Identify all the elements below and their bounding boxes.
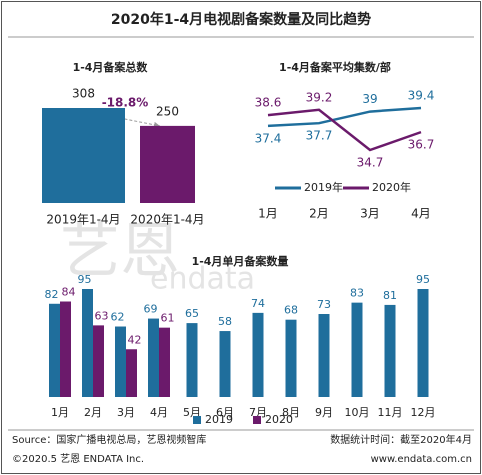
value-label: 73 — [317, 298, 331, 311]
chart-title: 1-4月备案平均集数/部 — [279, 60, 391, 74]
bar — [252, 312, 264, 397]
copyright: ©2020.5 艺恩 ENDATA Inc. — [12, 453, 144, 465]
value-label: 74 — [251, 297, 265, 310]
main-title: 2020年1-4月电视剧备案数量及同比趋势 — [111, 11, 371, 28]
value-label: 37.7 — [306, 129, 333, 143]
url: www.endata.com.cn — [371, 454, 472, 465]
bar — [384, 304, 396, 397]
value-label: 308 — [72, 87, 95, 101]
x-tick-label: 2019年1-4月 — [46, 213, 120, 227]
value-label: 82 — [45, 288, 59, 301]
bar — [82, 289, 93, 397]
value-label: 58 — [218, 315, 232, 328]
value-label: 81 — [383, 289, 397, 302]
value-label: 95 — [416, 273, 430, 286]
legend-label: 2020年 — [372, 180, 411, 194]
x-tick-label: 4月 — [150, 406, 168, 419]
value-label: 62 — [111, 311, 125, 324]
bar — [93, 325, 104, 397]
x-tick-label: 2月 — [309, 207, 329, 221]
value-label: 68 — [284, 304, 298, 317]
x-tick-label: 11月 — [378, 406, 403, 419]
value-label: 42 — [128, 333, 142, 346]
watermark: 艺恩 — [60, 217, 180, 287]
value-label: 84 — [62, 286, 76, 299]
bar — [148, 318, 159, 397]
legend-label: 2019 — [205, 413, 233, 426]
bar — [318, 314, 330, 397]
bar — [42, 108, 125, 203]
legend-swatch — [193, 416, 201, 424]
value-label: 38.6 — [255, 96, 282, 110]
value-label: 69 — [144, 303, 158, 316]
x-tick-label: 6月 — [216, 406, 234, 419]
bar — [417, 289, 429, 397]
value-label: 61 — [161, 312, 175, 325]
bar — [49, 303, 60, 397]
chart-title: 1-4月单月备案数量 — [192, 254, 289, 268]
x-tick-label: 1月 — [258, 207, 278, 221]
value-label: 34.7 — [357, 156, 384, 170]
bar — [126, 349, 137, 397]
legend-swatch — [253, 416, 261, 424]
series-line — [267, 108, 422, 152]
value-label: 37.4 — [255, 131, 282, 145]
x-tick-label: 7月 — [249, 406, 267, 419]
x-tick-label: 10月 — [345, 406, 370, 419]
date-note: 数据统计时间：截至2020年4月 — [330, 433, 472, 446]
legend-label: 2020 — [265, 413, 293, 426]
bar — [159, 327, 170, 397]
x-tick-label: 3月 — [117, 406, 135, 419]
value-label: 250 — [156, 104, 179, 118]
x-tick-label: 2020年1-4月 — [130, 213, 204, 227]
bar — [351, 302, 363, 397]
bar — [186, 323, 198, 397]
x-tick-label: 12月 — [411, 406, 436, 419]
annotation: -18.8% — [102, 96, 149, 110]
source: Source：国家广播电视总局，艺恩视频智库 — [12, 433, 206, 446]
x-tick-label: 3月 — [360, 207, 380, 221]
x-tick-label: 5月 — [183, 406, 201, 419]
value-label: 65 — [185, 307, 199, 320]
bar — [219, 331, 231, 397]
x-tick-label: 2月 — [84, 406, 102, 419]
bar — [115, 326, 126, 397]
bar — [285, 319, 297, 397]
x-tick-label: 4月 — [411, 207, 431, 221]
value-label: 39 — [362, 92, 377, 106]
watermark: endata — [150, 262, 255, 297]
value-label: 39.2 — [306, 90, 333, 104]
value-label: 63 — [95, 309, 109, 322]
x-tick-label: 9月 — [315, 406, 333, 419]
series-line — [267, 106, 422, 128]
x-tick-label: 1月 — [51, 406, 69, 419]
value-label: 36.7 — [408, 138, 435, 152]
value-label: 95 — [78, 273, 92, 286]
chart-title: 1-4月备案总数 — [73, 60, 149, 74]
x-tick-label: 8月 — [282, 406, 300, 419]
bar — [60, 301, 71, 397]
value-label: 39.4 — [408, 89, 435, 103]
value-label: 83 — [350, 287, 364, 300]
bar — [140, 125, 195, 203]
legend-label: 2019年 — [304, 180, 343, 194]
